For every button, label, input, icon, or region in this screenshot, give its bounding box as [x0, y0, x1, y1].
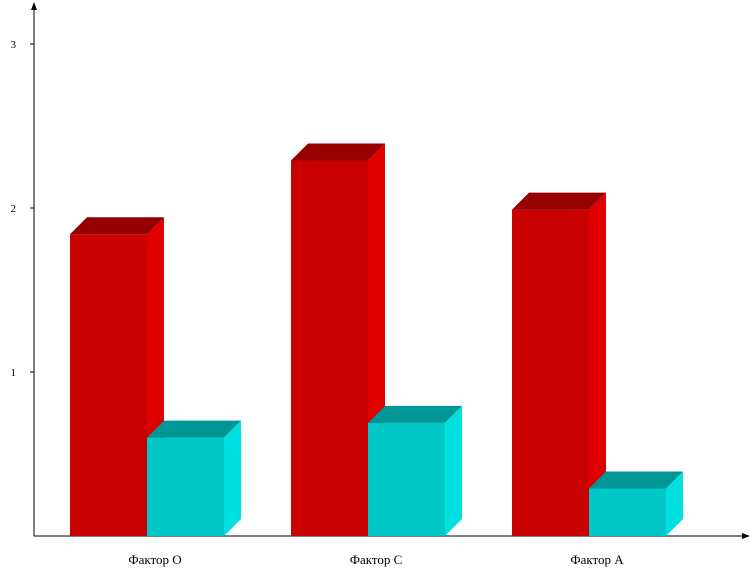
category-label: Фактор C — [350, 552, 403, 567]
bar-top — [70, 217, 164, 235]
y-ticks: 1 2 3 — [11, 39, 34, 379]
bars — [70, 143, 683, 537]
bar-front — [589, 488, 666, 536]
bar — [368, 405, 462, 536]
bar-top — [512, 192, 606, 210]
bar-side — [224, 420, 241, 536]
bar-side — [589, 192, 606, 536]
bar-side — [445, 405, 462, 536]
bar — [291, 143, 385, 536]
y-axis-arrow — [31, 2, 37, 10]
bar-front — [147, 437, 224, 536]
category-label: Фактор O — [128, 552, 181, 567]
y-tick-label: 3 — [11, 39, 17, 51]
bar-top — [291, 143, 385, 161]
bar-front — [291, 160, 368, 536]
bar — [147, 420, 241, 536]
y-tick-label: 2 — [11, 203, 17, 215]
bar-top — [147, 420, 241, 438]
bar-side — [666, 471, 683, 536]
bar — [589, 471, 683, 536]
bar-top — [589, 471, 683, 489]
bar-front — [70, 234, 147, 537]
category-labels: Фактор O Фактор C Фактор A — [128, 552, 624, 567]
y-tick-label: 1 — [11, 367, 17, 379]
x-axis-arrow — [742, 533, 750, 539]
bar-top — [368, 405, 462, 423]
bar — [512, 192, 606, 536]
bar-front — [368, 422, 445, 536]
bar-front — [512, 209, 589, 536]
category-label: Фактор A — [570, 552, 624, 567]
